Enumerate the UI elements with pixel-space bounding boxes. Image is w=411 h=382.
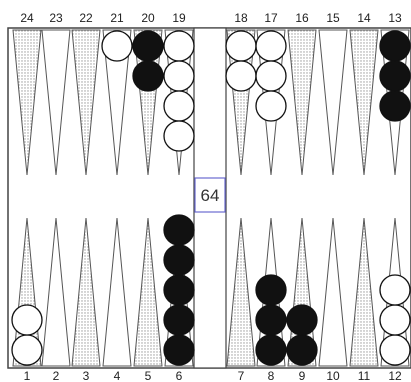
point-label-bottom: 9 bbox=[299, 369, 306, 382]
point-24[interactable] bbox=[12, 29, 42, 176]
white-checker[interactable] bbox=[11, 304, 43, 336]
white-checker[interactable] bbox=[379, 334, 411, 366]
point-5[interactable] bbox=[133, 217, 163, 367]
point-label-bottom: 2 bbox=[53, 369, 60, 382]
doubling-cube-value: 64 bbox=[201, 186, 220, 205]
white-checker[interactable] bbox=[379, 304, 411, 336]
black-checker[interactable] bbox=[163, 244, 195, 276]
point-label-bottom: 7 bbox=[238, 369, 245, 382]
point-label-bottom: 10 bbox=[326, 369, 340, 382]
point-label-top: 13 bbox=[388, 11, 402, 25]
point-label-top: 21 bbox=[110, 11, 124, 25]
black-checker[interactable] bbox=[286, 334, 318, 366]
white-checker[interactable] bbox=[163, 60, 195, 92]
white-checker[interactable] bbox=[255, 90, 287, 122]
point-3[interactable] bbox=[71, 217, 101, 367]
point-10[interactable] bbox=[318, 217, 348, 367]
point-label-top: 22 bbox=[79, 11, 93, 25]
white-checker[interactable] bbox=[225, 60, 257, 92]
black-checker[interactable] bbox=[255, 274, 287, 306]
white-checker[interactable] bbox=[255, 30, 287, 62]
point-23[interactable] bbox=[41, 29, 71, 176]
point-label-top: 14 bbox=[357, 11, 371, 25]
black-checker[interactable] bbox=[255, 334, 287, 366]
black-checker[interactable] bbox=[132, 60, 164, 92]
white-checker[interactable] bbox=[379, 274, 411, 306]
point-label-top: 23 bbox=[49, 11, 63, 25]
white-checker[interactable] bbox=[101, 30, 133, 62]
point-label-top: 24 bbox=[20, 11, 34, 25]
white-checker[interactable] bbox=[163, 90, 195, 122]
black-checker[interactable] bbox=[379, 60, 411, 92]
point-label-top: 15 bbox=[326, 11, 340, 25]
black-checker[interactable] bbox=[163, 334, 195, 366]
point-7[interactable] bbox=[226, 217, 256, 367]
black-checker[interactable] bbox=[163, 274, 195, 306]
point-14[interactable] bbox=[349, 29, 379, 176]
point-label-top: 20 bbox=[141, 11, 155, 25]
black-checker[interactable] bbox=[379, 90, 411, 122]
point-label-bottom: 6 bbox=[176, 369, 183, 382]
black-checker[interactable] bbox=[255, 304, 287, 336]
point-22[interactable] bbox=[71, 29, 101, 176]
black-checker[interactable] bbox=[286, 304, 318, 336]
point-11[interactable] bbox=[349, 217, 379, 367]
white-checker[interactable] bbox=[255, 60, 287, 92]
point-4[interactable] bbox=[102, 217, 132, 367]
point-15[interactable] bbox=[318, 29, 348, 176]
black-checker[interactable] bbox=[163, 214, 195, 246]
point-2[interactable] bbox=[41, 217, 71, 367]
white-checker[interactable] bbox=[163, 120, 195, 152]
point-label-bottom: 5 bbox=[145, 369, 152, 382]
black-checker[interactable] bbox=[132, 30, 164, 62]
white-checker[interactable] bbox=[225, 30, 257, 62]
point-label-bottom: 12 bbox=[388, 369, 402, 382]
point-label-top: 16 bbox=[295, 11, 309, 25]
point-label-top: 18 bbox=[234, 11, 248, 25]
point-label-top: 19 bbox=[172, 11, 186, 25]
point-label-bottom: 8 bbox=[268, 369, 275, 382]
black-checker[interactable] bbox=[379, 30, 411, 62]
black-checker[interactable] bbox=[163, 304, 195, 336]
point-16[interactable] bbox=[287, 29, 317, 176]
point-label-top: 17 bbox=[264, 11, 278, 25]
white-checker[interactable] bbox=[11, 334, 43, 366]
point-label-bottom: 3 bbox=[83, 369, 90, 382]
point-label-bottom: 4 bbox=[114, 369, 121, 382]
point-label-bottom: 1 bbox=[24, 369, 31, 382]
point-21[interactable] bbox=[102, 29, 132, 176]
white-checker[interactable] bbox=[163, 30, 195, 62]
doubling-cube[interactable]: 64 bbox=[194, 177, 226, 213]
point-label-bottom: 11 bbox=[358, 369, 371, 382]
